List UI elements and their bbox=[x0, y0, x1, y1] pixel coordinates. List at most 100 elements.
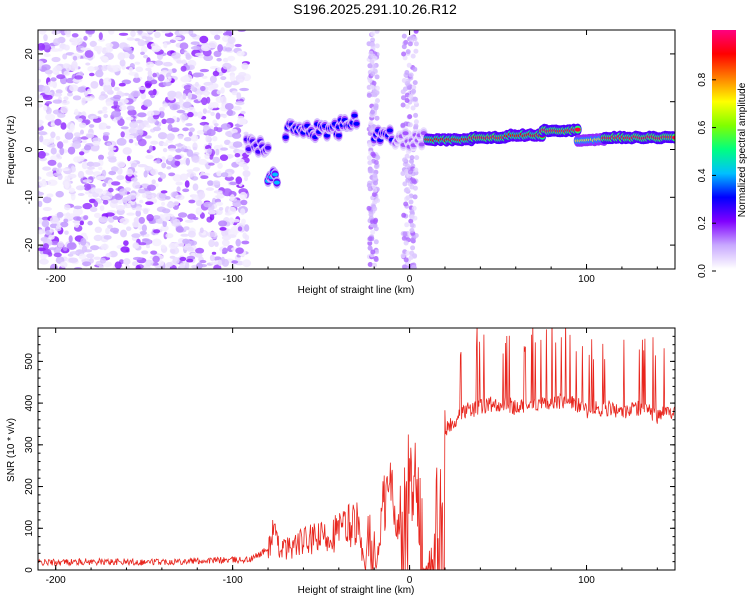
noise-blob bbox=[80, 237, 87, 246]
noise-blob bbox=[175, 194, 185, 201]
noise-blob bbox=[208, 102, 214, 111]
streak-blob bbox=[408, 72, 414, 78]
signal-core bbox=[351, 113, 358, 118]
noise-blob bbox=[62, 53, 68, 60]
noise-blob bbox=[134, 142, 139, 146]
noise-blob bbox=[135, 206, 142, 212]
noise-blob bbox=[222, 114, 227, 119]
noise-blob bbox=[196, 262, 203, 269]
noise-blob bbox=[184, 261, 190, 269]
noise-blob bbox=[127, 109, 137, 116]
noise-blob bbox=[50, 147, 57, 155]
noise-blob bbox=[151, 179, 156, 184]
noise-blob bbox=[101, 65, 108, 72]
x-tick-label: 100 bbox=[578, 575, 595, 586]
spectrogram-image bbox=[38, 30, 675, 269]
noise-blob bbox=[70, 38, 80, 42]
streak-blob bbox=[409, 222, 415, 228]
noise-blob bbox=[67, 173, 77, 179]
noise-blob bbox=[83, 35, 88, 41]
noise-blob bbox=[137, 138, 147, 147]
streak-blob bbox=[404, 70, 410, 75]
noise-blob bbox=[126, 155, 131, 162]
streak-blob bbox=[402, 181, 408, 187]
noise-blob bbox=[81, 161, 88, 170]
noise-blob bbox=[123, 46, 132, 51]
noise-blob bbox=[43, 94, 50, 99]
noise-blob bbox=[135, 66, 144, 73]
noise-blob bbox=[208, 162, 215, 166]
noise-blob bbox=[44, 69, 53, 75]
noise-blob bbox=[209, 30, 220, 36]
signal-core bbox=[418, 142, 425, 147]
noise-blob bbox=[166, 133, 175, 141]
noise-blob bbox=[201, 97, 208, 106]
noise-blob bbox=[178, 30, 188, 35]
noise-blob bbox=[211, 251, 217, 255]
noise-blob bbox=[220, 76, 227, 81]
noise-blob bbox=[141, 224, 147, 232]
noise-blob bbox=[124, 264, 130, 269]
streak-blob bbox=[368, 120, 374, 126]
noise-blob bbox=[213, 50, 222, 57]
noise-blob bbox=[137, 188, 146, 194]
noise-blob bbox=[138, 216, 145, 224]
signal-core bbox=[402, 131, 409, 136]
noise-blob bbox=[165, 233, 174, 239]
noise-blob bbox=[179, 256, 187, 262]
noise-blob bbox=[100, 243, 109, 250]
streak-blob bbox=[371, 80, 377, 86]
streak-blob bbox=[404, 222, 410, 228]
noise-blob bbox=[147, 184, 156, 191]
noise-blob bbox=[160, 225, 169, 232]
noise-blob bbox=[162, 148, 168, 153]
streak-blob bbox=[402, 55, 408, 61]
noise-blob bbox=[178, 96, 184, 103]
streak-blob bbox=[374, 30, 380, 34]
noise-blob bbox=[45, 101, 53, 105]
streak-blob bbox=[407, 169, 413, 175]
noise-blob bbox=[128, 53, 135, 60]
noise-blob bbox=[210, 261, 220, 265]
noise-blob bbox=[93, 45, 99, 52]
signal-core bbox=[324, 133, 330, 138]
noise-blob bbox=[170, 127, 180, 133]
noise-blob bbox=[114, 261, 122, 269]
noise-blob bbox=[98, 216, 109, 223]
noise-blob bbox=[117, 102, 123, 106]
noise-blob bbox=[81, 139, 87, 144]
noise-blob bbox=[38, 103, 44, 108]
x-tick-label: 100 bbox=[578, 274, 595, 285]
noise-blob bbox=[161, 213, 171, 222]
noise-blob bbox=[145, 154, 154, 160]
noise-blob bbox=[239, 87, 250, 92]
noise-blob bbox=[207, 41, 218, 49]
noise-blob bbox=[205, 134, 211, 143]
noise-blob bbox=[87, 88, 92, 94]
noise-blob bbox=[63, 70, 70, 76]
x-tick-label: -200 bbox=[46, 575, 66, 586]
noise-blob bbox=[133, 216, 140, 224]
noise-blob bbox=[162, 81, 172, 87]
noise-blob bbox=[231, 90, 239, 96]
noise-blob bbox=[161, 118, 167, 125]
noise-blob bbox=[157, 74, 165, 82]
x-tick-label: -200 bbox=[46, 274, 66, 285]
noise-blob bbox=[217, 44, 224, 53]
noise-blob bbox=[55, 135, 61, 141]
streak-blob bbox=[400, 89, 406, 95]
noise-blob bbox=[84, 50, 94, 58]
streak-blob bbox=[366, 183, 372, 188]
streak-blob bbox=[403, 201, 409, 207]
noise-blob bbox=[91, 162, 101, 167]
noise-blob bbox=[196, 130, 205, 135]
noise-blob bbox=[163, 42, 168, 49]
streak-blob bbox=[406, 62, 412, 68]
noise-blob bbox=[162, 103, 169, 108]
streak-blob bbox=[367, 63, 373, 69]
noise-blob bbox=[131, 233, 141, 238]
noise-blob bbox=[232, 141, 243, 148]
noise-blob bbox=[54, 65, 62, 72]
noise-blob bbox=[59, 261, 68, 268]
noise-blob bbox=[204, 92, 209, 97]
